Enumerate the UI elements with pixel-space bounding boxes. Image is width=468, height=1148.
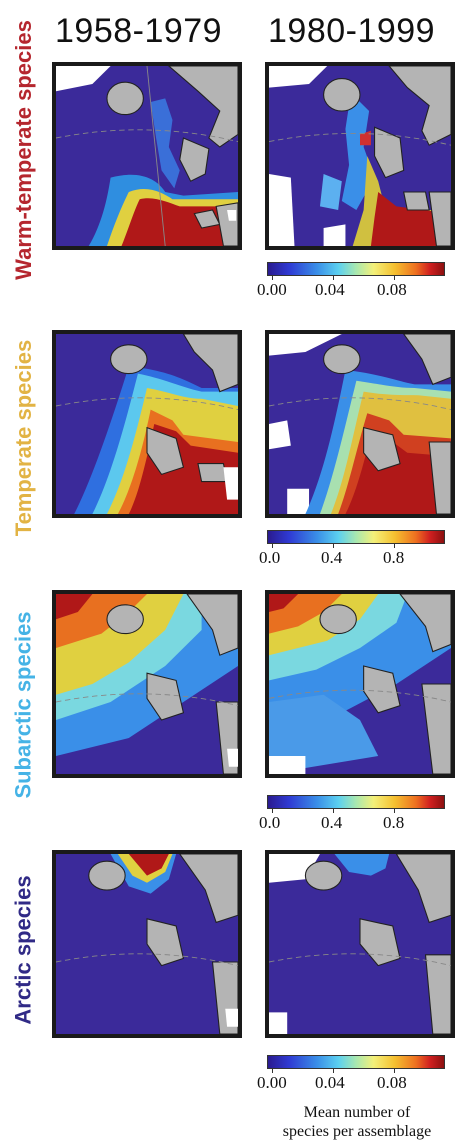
map-warm-temperate-1980-1999 [265, 62, 455, 250]
colorbar-label-low: 0.00 [257, 280, 287, 300]
row-label-warm-temperate: Warm-temperate species [0, 0, 48, 300]
colorbar-arctic: 0.00 0.04 0.08 [267, 1055, 443, 1095]
caption-line-1: Mean number of [262, 1103, 452, 1122]
row-label-arctic: Arctic species [0, 850, 48, 1050]
map-warm-temperate-1958-1979 [52, 62, 242, 250]
colorbar-label-mid: 0.4 [321, 548, 342, 568]
caption-line-2: species per assemblage [262, 1122, 452, 1141]
map-subarctic-1980-1999 [265, 590, 455, 778]
map-temperate-1958-1979 [52, 330, 242, 518]
row-label-subarctic: Subarctic species [0, 585, 48, 825]
colorbar-label-high: 0.08 [377, 1073, 407, 1093]
map-arctic-1958-1979 [52, 850, 242, 1038]
column-title-1958-1979: 1958-1979 [55, 12, 222, 51]
column-title-1980-1999: 1980-1999 [268, 12, 435, 51]
colorbar-subarctic: 0.0 0.4 0.8 [267, 795, 443, 835]
colorbar-label-low: 0.0 [259, 548, 280, 568]
colorbar-label-low: 0.00 [257, 1073, 287, 1093]
colorbar-label-high: 0.8 [383, 548, 404, 568]
map-temperate-1980-1999 [265, 330, 455, 518]
colorbar-label-high: 0.08 [377, 280, 407, 300]
row-label-temperate: Temperate species [0, 315, 48, 560]
colorbar-warm-temperate: 0.00 0.04 0.08 [267, 262, 443, 302]
colorbar-label-low: 0.0 [259, 813, 280, 833]
map-subarctic-1958-1979 [52, 590, 242, 778]
colorbar-label-mid: 0.04 [315, 1073, 345, 1093]
colorbar-label-high: 0.8 [383, 813, 404, 833]
colorbar-label-mid: 0.04 [315, 280, 345, 300]
colorbar-caption: Mean number of species per assemblage [262, 1103, 452, 1141]
colorbar-label-mid: 0.4 [321, 813, 342, 833]
colorbar-temperate: 0.0 0.4 0.8 [267, 530, 443, 570]
map-arctic-1980-1999 [265, 850, 455, 1038]
